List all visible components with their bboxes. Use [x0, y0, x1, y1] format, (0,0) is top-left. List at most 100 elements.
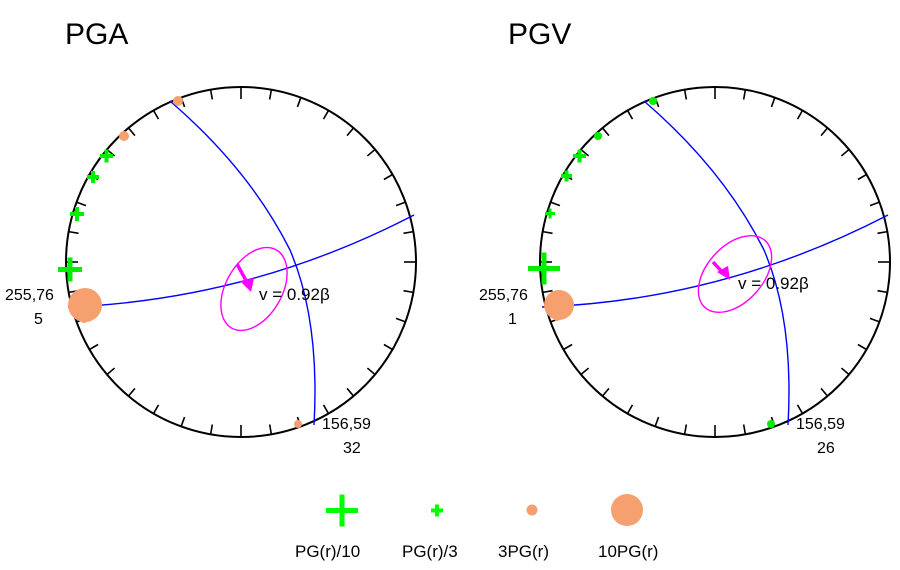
panel-pgv: PGV 255,76 1 156,59 26 v = 0.92β [479, 18, 891, 457]
plus-symbol [87, 171, 99, 183]
plus-symbol [561, 170, 572, 182]
stereonet-ticks [540, 87, 890, 437]
dot-symbol [553, 313, 561, 321]
dot-symbol [767, 420, 775, 428]
dot-symbol [544, 290, 574, 320]
plus-symbol [573, 149, 586, 163]
nodal-plane-2 [643, 100, 790, 426]
uncertainty-ellipse [220, 246, 288, 332]
nodal-plane-2 [169, 100, 316, 426]
tick-mark [395, 317, 406, 323]
tick-mark [683, 89, 688, 100]
tick-mark [601, 387, 610, 397]
tick-mark [770, 97, 776, 108]
stereonet-pga [65, 86, 417, 438]
plane-2-value: 26 [817, 440, 835, 457]
tick-mark [742, 424, 747, 435]
tick-mark [366, 367, 376, 376]
panel-title-pga: PGA [65, 18, 128, 51]
tick-mark [180, 416, 186, 427]
tick-mark [383, 343, 393, 351]
tick-mark [346, 387, 355, 397]
panel-pga: PGA 255,76 5 156,59 32 v = 0.92β [5, 18, 417, 457]
panel-title-pgv: PGV [508, 18, 571, 51]
tick-mark [742, 89, 747, 100]
small-dot-symbol [526, 504, 538, 516]
tick-mark [683, 424, 688, 435]
legend-item-small-dot: 3PG(r) [498, 504, 549, 561]
large-plus-symbol [326, 494, 358, 527]
uncertainty-ellipse [697, 234, 773, 314]
tick-mark [654, 416, 660, 427]
tick-mark [296, 97, 302, 108]
tick-mark [857, 343, 867, 351]
legend-item-small-plus: PG(r)/3 [402, 504, 458, 561]
tick-mark [796, 110, 804, 120]
rupture-direction-arrow [235, 263, 254, 292]
tick-mark [152, 110, 160, 120]
plane-1-label: 255,76 [479, 287, 528, 304]
tick-mark [127, 387, 136, 397]
dot-symbol [68, 288, 102, 322]
tick-mark [152, 404, 160, 414]
plus-symbol [100, 149, 113, 163]
legend-item-large-dot: 10PG(r) [598, 494, 658, 561]
tick-mark [796, 404, 804, 414]
tick-mark [869, 201, 880, 207]
dot-symbol [173, 96, 183, 106]
tick-mark [403, 289, 414, 294]
tick-mark [869, 317, 880, 323]
tick-mark [395, 201, 406, 207]
tick-mark [563, 343, 573, 351]
legend-item-large-plus: PG(r)/10 [295, 494, 360, 561]
rupture-direction-arrow [711, 260, 730, 280]
tick-mark [68, 230, 79, 235]
tick-mark [857, 173, 867, 181]
dot-symbol [294, 420, 302, 428]
dot-symbol [649, 97, 657, 105]
station-symbols-pga [58, 96, 302, 428]
tick-mark [89, 343, 99, 351]
tick-mark [840, 148, 850, 157]
tick-mark [542, 230, 553, 235]
tick-mark [322, 404, 330, 414]
tick-mark [580, 148, 590, 157]
tick-mark [550, 201, 561, 207]
tick-mark [626, 404, 634, 414]
tick-mark [127, 127, 136, 137]
tick-mark [268, 424, 273, 435]
plus-symbol [545, 208, 555, 219]
tick-mark [840, 367, 850, 376]
velocity-label: v = 0.92β [738, 274, 809, 293]
dot-symbol [119, 131, 129, 141]
tick-mark [820, 387, 829, 397]
legend-label: PG(r)/3 [402, 542, 458, 561]
tick-mark [877, 289, 888, 294]
dot-symbol [80, 315, 88, 323]
plane-2-label: 156,59 [322, 416, 371, 433]
plane-1-label: 255,76 [5, 287, 54, 304]
tick-mark [346, 127, 355, 137]
nodal-plane-1 [541, 214, 889, 308]
tick-mark [820, 127, 829, 137]
plus-symbol [58, 257, 82, 282]
tick-mark [626, 110, 634, 120]
station-symbols-pgv [528, 97, 775, 428]
tick-mark [366, 148, 376, 157]
legend-label: 3PG(r) [498, 542, 549, 561]
tick-mark [209, 424, 214, 435]
tick-mark [601, 127, 610, 137]
tick-mark [403, 230, 414, 235]
legend: PG(r)/10 PG(r)/3 3PG(r) 10PG(r) [295, 494, 658, 561]
tick-mark [106, 367, 116, 376]
stereonet-circle [65, 86, 417, 438]
plus-symbol [70, 207, 84, 221]
tick-mark [542, 289, 553, 294]
tick-mark [322, 110, 330, 120]
plane-2-label: 156,59 [796, 416, 845, 433]
stereonet-ticks [66, 87, 416, 437]
tick-mark [268, 89, 273, 100]
tick-mark [383, 173, 393, 181]
plane-1-value: 5 [34, 311, 43, 328]
